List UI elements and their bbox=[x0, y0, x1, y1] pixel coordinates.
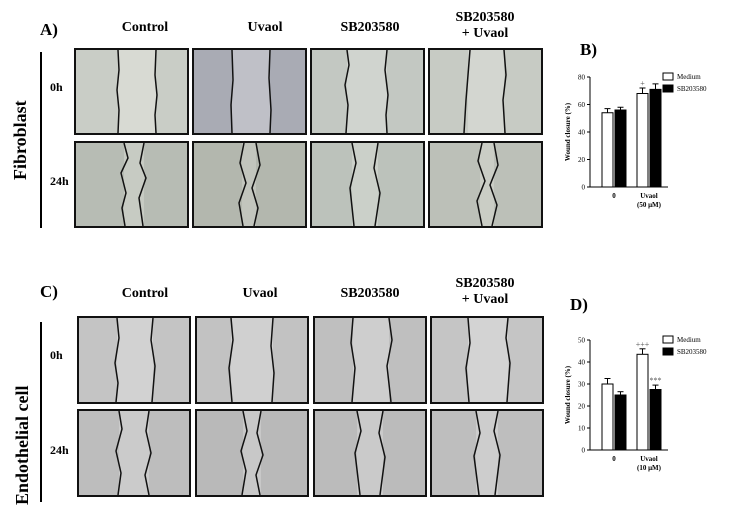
x-tick-label: 0 bbox=[612, 455, 616, 463]
row-label-0h: 0h bbox=[50, 80, 63, 94]
significance-mark: +++ bbox=[636, 340, 650, 349]
bar-medium bbox=[601, 112, 614, 188]
panel-label-b: B) bbox=[580, 40, 597, 59]
legend-label-sb203580: SB203580 bbox=[677, 85, 707, 93]
micrograph-endothelial-combo-24h bbox=[430, 409, 544, 497]
chart-d: 0 10 20 30 40 50 Wound closure (%) 0 Uvaol(10 μM… bbox=[564, 335, 707, 472]
micrograph-fibroblast-control-0h bbox=[74, 48, 189, 135]
x-tick-label: (50 μM) bbox=[637, 201, 662, 209]
bar-sb203580 bbox=[649, 389, 662, 451]
x-tick-label: (10 μM) bbox=[637, 464, 662, 472]
micrograph-endothelial-uvaol-24h bbox=[195, 409, 309, 497]
bar-sb203580 bbox=[614, 394, 627, 451]
y-tick-label: 30 bbox=[578, 381, 586, 389]
y-tick-label: 20 bbox=[578, 156, 586, 164]
micrograph-fibroblast-uvaol-24h bbox=[192, 141, 307, 228]
row-label-24h: 24h bbox=[50, 174, 69, 188]
micrograph-fibroblast-combo-0h bbox=[428, 48, 543, 135]
legend-label-medium: Medium bbox=[677, 73, 701, 81]
side-divider-top bbox=[40, 52, 42, 228]
column-header-control: Control bbox=[121, 286, 169, 301]
row-label-0h: 0h bbox=[50, 348, 63, 362]
legend-swatch-sb203580 bbox=[662, 347, 674, 356]
micrograph-endothelial-sb203580-0h bbox=[313, 316, 427, 404]
legend-swatch-medium bbox=[662, 335, 674, 344]
bar-sb203580 bbox=[614, 109, 627, 188]
micrograph-fibroblast-sb203580-24h bbox=[310, 141, 425, 228]
legend-swatch-sb203580 bbox=[662, 84, 674, 93]
micrograph-fibroblast-sb203580-0h bbox=[310, 48, 425, 135]
column-header-uvaol: Uvaol bbox=[247, 20, 283, 35]
panel-label-d: D) bbox=[570, 295, 588, 314]
micrograph-endothelial-uvaol-0h bbox=[195, 316, 309, 404]
column-header-sb203580: SB203580 bbox=[340, 20, 400, 35]
y-tick-label: 10 bbox=[578, 425, 586, 433]
y-tick-label: 40 bbox=[578, 129, 586, 137]
column-header-sb203580-uvaol: SB203580 + Uvaol bbox=[455, 276, 515, 307]
significance-mark: *** bbox=[650, 376, 662, 385]
x-tick-label: Uvaol bbox=[640, 455, 658, 463]
y-tick-label: 50 bbox=[578, 337, 586, 345]
legend-swatch-medium bbox=[662, 72, 674, 81]
column-header-sb203580-uvaol: SB203580 + Uvaol bbox=[455, 10, 515, 41]
legend-label-sb203580: SB203580 bbox=[677, 348, 707, 356]
bar-medium bbox=[636, 353, 649, 451]
side-divider-bottom bbox=[40, 322, 42, 502]
bar-medium bbox=[636, 93, 649, 188]
side-label-fibroblast: Fibroblast bbox=[10, 100, 30, 180]
micrograph-endothelial-sb203580-24h bbox=[313, 409, 427, 497]
column-header-control: Control bbox=[121, 20, 169, 35]
row-label-24h: 24h bbox=[50, 443, 69, 457]
y-axis-label: Wound closure (%) bbox=[564, 102, 572, 161]
micrograph-fibroblast-combo-24h bbox=[428, 141, 543, 228]
y-tick-label: 80 bbox=[578, 74, 586, 82]
side-label-endothelial: Endothelial cell bbox=[12, 385, 32, 505]
significance-mark: + bbox=[640, 79, 645, 88]
x-tick-label: Uvaol bbox=[640, 192, 658, 200]
bar-medium bbox=[601, 383, 614, 451]
micrograph-endothelial-combo-0h bbox=[430, 316, 544, 404]
y-tick-label: 60 bbox=[578, 101, 586, 109]
micrograph-endothelial-control-0h bbox=[77, 316, 191, 404]
micrograph-fibroblast-control-24h bbox=[74, 141, 189, 228]
legend-label-medium: Medium bbox=[677, 336, 701, 344]
y-tick-label: 40 bbox=[578, 359, 586, 367]
micrograph-fibroblast-uvaol-0h bbox=[192, 48, 307, 135]
y-axis-label: Wound closure (%) bbox=[564, 365, 572, 424]
micrograph-endothelial-control-24h bbox=[77, 409, 191, 497]
chart-b: 0 20 40 60 80 Wound closure (%) 0 Uvaol(50 μM) +… bbox=[564, 72, 707, 209]
bar-sb203580 bbox=[649, 88, 662, 188]
y-tick-label: 0 bbox=[582, 447, 586, 455]
column-header-uvaol: Uvaol bbox=[242, 286, 278, 301]
panel-label-c: C) bbox=[40, 282, 58, 301]
y-tick-label: 0 bbox=[582, 184, 586, 192]
x-tick-label: 0 bbox=[612, 192, 616, 200]
y-tick-label: 20 bbox=[578, 403, 586, 411]
column-header-sb203580: SB203580 bbox=[340, 286, 400, 301]
panel-label-a: A) bbox=[40, 20, 58, 39]
